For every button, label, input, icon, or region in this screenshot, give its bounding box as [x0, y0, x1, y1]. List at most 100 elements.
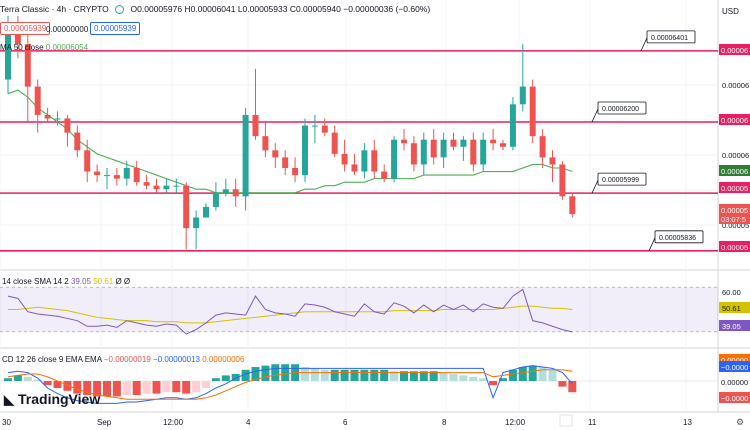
- macd-histogram-bar: [251, 367, 260, 381]
- candle-body: [500, 143, 506, 147]
- candle-body: [104, 175, 110, 177]
- candle-body: [460, 139, 467, 147]
- rsi-axis-tick: 60.00: [722, 288, 741, 297]
- candle-body: [371, 150, 378, 172]
- macd-axis-badge-label: 0.00000: [721, 356, 748, 365]
- macd-histogram-bar: [83, 381, 92, 395]
- macd-axis-badge: [719, 392, 750, 403]
- time-axis-label: 8: [442, 418, 447, 427]
- live-dot-icon: [115, 5, 125, 15]
- candle-body: [302, 125, 308, 176]
- macd-histogram-bar: [479, 378, 488, 381]
- candle-body: [143, 182, 150, 186]
- rsi-sma-value: 50.61: [93, 277, 114, 286]
- macd-histogram-bar: [508, 369, 517, 381]
- chart-header: Terra Classic · 4h · CRYPTO O0.00005976 …: [0, 4, 434, 15]
- candle-body: [163, 185, 170, 190]
- macd-histogram-bar: [489, 381, 498, 386]
- macd-legend: CD 12 26 close 9 EMA EMA −0.00000019 −0.…: [2, 355, 244, 365]
- macd-histogram-bar: [132, 381, 141, 395]
- candle-body: [292, 168, 299, 176]
- macd-histogram-bar: [320, 369, 329, 381]
- macd-histogram-bar: [469, 376, 478, 381]
- level-callout-label: 0.00006200: [602, 106, 639, 113]
- macd-signal-value: 0.00000006: [202, 355, 245, 364]
- macd-histogram-bar: [400, 371, 408, 381]
- macd-histogram-bar: [231, 374, 240, 381]
- candle-body: [529, 86, 536, 137]
- time-axis-label: 13: [683, 418, 692, 427]
- candle-body: [14, 33, 21, 45]
- price-axis-badge-label: 03:07:5: [721, 215, 746, 224]
- macd-axis-badge: [719, 361, 750, 372]
- candle-body: [341, 153, 348, 165]
- candle-body: [133, 168, 140, 183]
- candle-body: [183, 185, 190, 229]
- rsi-sma-badge: [719, 302, 750, 313]
- level-callout-label: 0.00005999: [602, 177, 639, 184]
- candle-body: [222, 189, 229, 193]
- level-callout-box: [646, 30, 696, 44]
- macd-histogram-bar: [459, 375, 468, 381]
- candle-body: [262, 136, 269, 151]
- macd-histogram-bar: [518, 367, 527, 381]
- ma-50-line: [7, 89, 573, 194]
- buy-price-box[interactable]: 0.00005939: [90, 22, 141, 35]
- candle-body: [430, 139, 437, 158]
- macd-histogram-bar: [211, 378, 220, 381]
- candle-body: [44, 114, 51, 119]
- candle-body: [193, 217, 200, 229]
- candle-body: [173, 185, 180, 187]
- candle-body: [321, 125, 328, 133]
- macd-histogram-bar: [182, 381, 191, 394]
- time-axis-label: 30: [2, 418, 11, 427]
- price-axis-badge: [719, 241, 750, 252]
- macd-histogram-bar: [13, 375, 22, 381]
- macd-histogram-bar: [162, 381, 171, 393]
- rsi-value: 39.05: [70, 277, 91, 286]
- candle-body: [509, 104, 516, 147]
- macd-axis-badge-label: −0.0000: [721, 363, 748, 372]
- macd-histogram-bar: [73, 381, 82, 394]
- tradingview-logo-icon: ◣: [4, 392, 14, 407]
- macd-histogram-bar: [23, 376, 32, 381]
- macd-histogram-bar: [202, 381, 210, 388]
- macd-histogram-bar: [538, 367, 547, 381]
- candle-body: [351, 164, 358, 172]
- currency-label: USD: [722, 7, 739, 16]
- macd-axis-badge-label: 0.00000: [721, 378, 748, 387]
- sell-price-box[interactable]: 0.00005939: [0, 22, 51, 35]
- price-tick-label: 0.00005: [722, 221, 749, 230]
- macd-histogram-bar: [142, 381, 151, 394]
- macd-hist-value: −0.00000019: [103, 355, 151, 364]
- candle-body: [242, 114, 249, 197]
- price-axis-badge: [719, 204, 750, 215]
- macd-label: CD 12 26 close 9 EMA EMA: [2, 355, 102, 364]
- rsi-sma-line: [8, 305, 573, 324]
- spread-value: 0.00000000: [46, 25, 89, 34]
- level-callout-pointer: [648, 237, 656, 251]
- level-callout-pointer: [640, 37, 648, 52]
- candle-body: [569, 196, 576, 214]
- candle-body: [34, 86, 41, 115]
- candle-body: [64, 118, 71, 133]
- macd-histogram-bar: [221, 375, 230, 381]
- candle-body: [272, 150, 279, 158]
- candle-body: [559, 164, 566, 197]
- macd-histogram-bar: [261, 365, 270, 381]
- macd-histogram-bar: [301, 367, 309, 381]
- candle-body: [480, 139, 487, 165]
- rsi-extra: Ø Ø: [115, 277, 131, 286]
- macd-histogram-bar: [43, 381, 52, 386]
- macd-histogram-bar: [192, 381, 201, 393]
- macd-histogram-bar: [439, 372, 448, 381]
- rsi-badge-label: 39.05: [722, 322, 741, 331]
- price-axis-badge: [719, 213, 750, 224]
- candle-body: [84, 150, 91, 172]
- macd-histogram-bar: [103, 381, 111, 397]
- macd-axis-badge: [719, 354, 750, 365]
- level-callout-box: [597, 172, 647, 186]
- time-axis-label: 11: [588, 418, 597, 427]
- macd-histogram-bar: [93, 381, 102, 397]
